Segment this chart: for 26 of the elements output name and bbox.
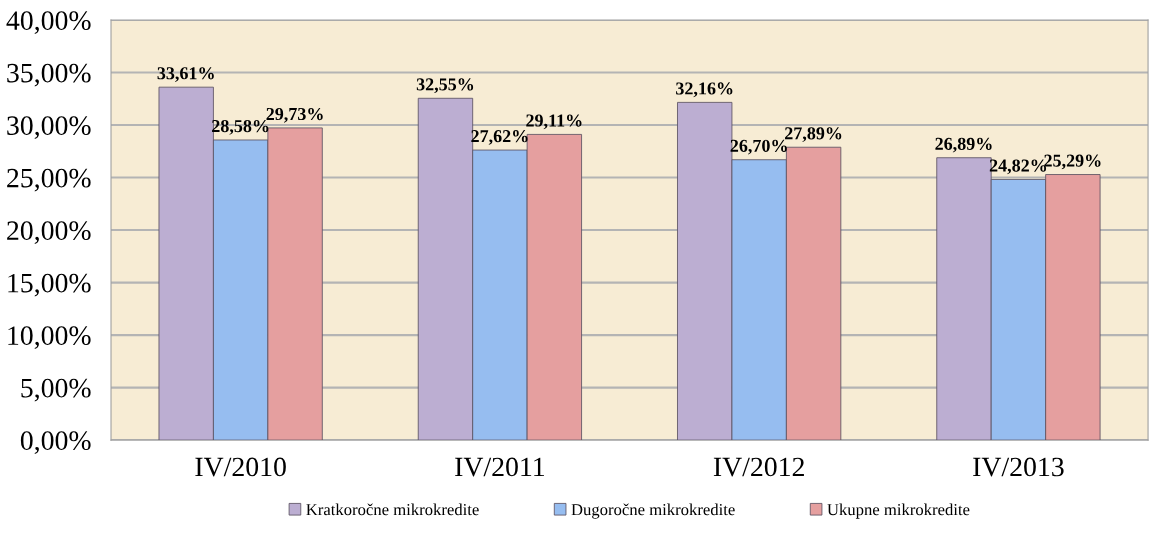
data-label: 26,70% <box>730 139 787 155</box>
data-label: 33,61% <box>157 67 214 82</box>
y-tick-label: 30,00% <box>7 116 91 139</box>
x-tick-label: IV/2012 <box>713 457 804 477</box>
y-tick-label: 35,00% <box>7 63 91 87</box>
y-tick-label: 25,00% <box>7 168 91 192</box>
x-tick-label: IV/2010 <box>195 457 286 477</box>
y-tick-label: 5,00% <box>21 378 91 402</box>
data-label: 32,55% <box>416 78 474 94</box>
x-tick-label: IV/2013 <box>973 457 1064 477</box>
x-tick-label: IV/2011 <box>455 457 545 477</box>
data-label: 24,82% <box>989 159 1047 175</box>
legend-label: Dugoročne mikrokredite <box>571 503 735 519</box>
data-label: 29,11% <box>526 114 582 130</box>
y-tick-label: 0,00% <box>20 431 91 455</box>
data-label: 32,16% <box>676 82 733 98</box>
y-tick-label: 10,00% <box>8 326 91 349</box>
legend-label: Kratkoročne mikrokredite <box>306 503 479 516</box>
y-tick-label: 40,00% <box>6 11 91 34</box>
data-label: 27,62% <box>471 130 528 145</box>
data-label: 27,89% <box>785 127 842 143</box>
data-label: 25,29% <box>1044 154 1101 170</box>
y-tick-label: 15,00% <box>8 273 91 297</box>
y-tick-label: 20,00% <box>7 221 91 244</box>
legend-label: Ukupne mikrokredite <box>827 503 970 519</box>
data-label: 26,89% <box>935 137 992 153</box>
